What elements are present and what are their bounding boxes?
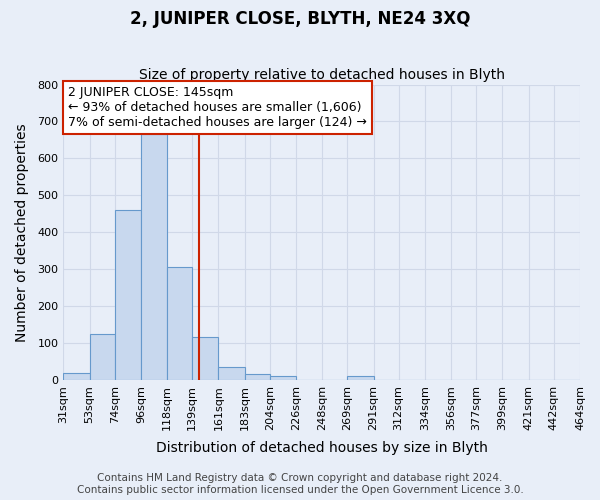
Text: 2 JUNIPER CLOSE: 145sqm
← 93% of detached houses are smaller (1,606)
7% of semi-: 2 JUNIPER CLOSE: 145sqm ← 93% of detache… (68, 86, 367, 130)
Bar (64, 374, 89, 380)
Bar (167, 268, 192, 380)
Text: Contains HM Land Registry data © Crown copyright and database right 2024.
Contai: Contains HM Land Registry data © Crown c… (77, 474, 523, 495)
Bar (115, 210, 141, 380)
Bar (270, 376, 296, 380)
X-axis label: Distribution of detached houses by size in Blyth: Distribution of detached houses by size … (156, 441, 488, 455)
Title: Size of property relative to detached houses in Blyth: Size of property relative to detached ho… (139, 68, 505, 82)
Bar (192, 338, 218, 380)
Bar (141, 134, 167, 380)
Bar (347, 376, 374, 380)
Y-axis label: Number of detached properties: Number of detached properties (15, 123, 29, 342)
Bar (89, 334, 115, 380)
Bar (245, 374, 270, 380)
Bar (218, 367, 245, 380)
Text: 2, JUNIPER CLOSE, BLYTH, NE24 3XQ: 2, JUNIPER CLOSE, BLYTH, NE24 3XQ (130, 10, 470, 28)
